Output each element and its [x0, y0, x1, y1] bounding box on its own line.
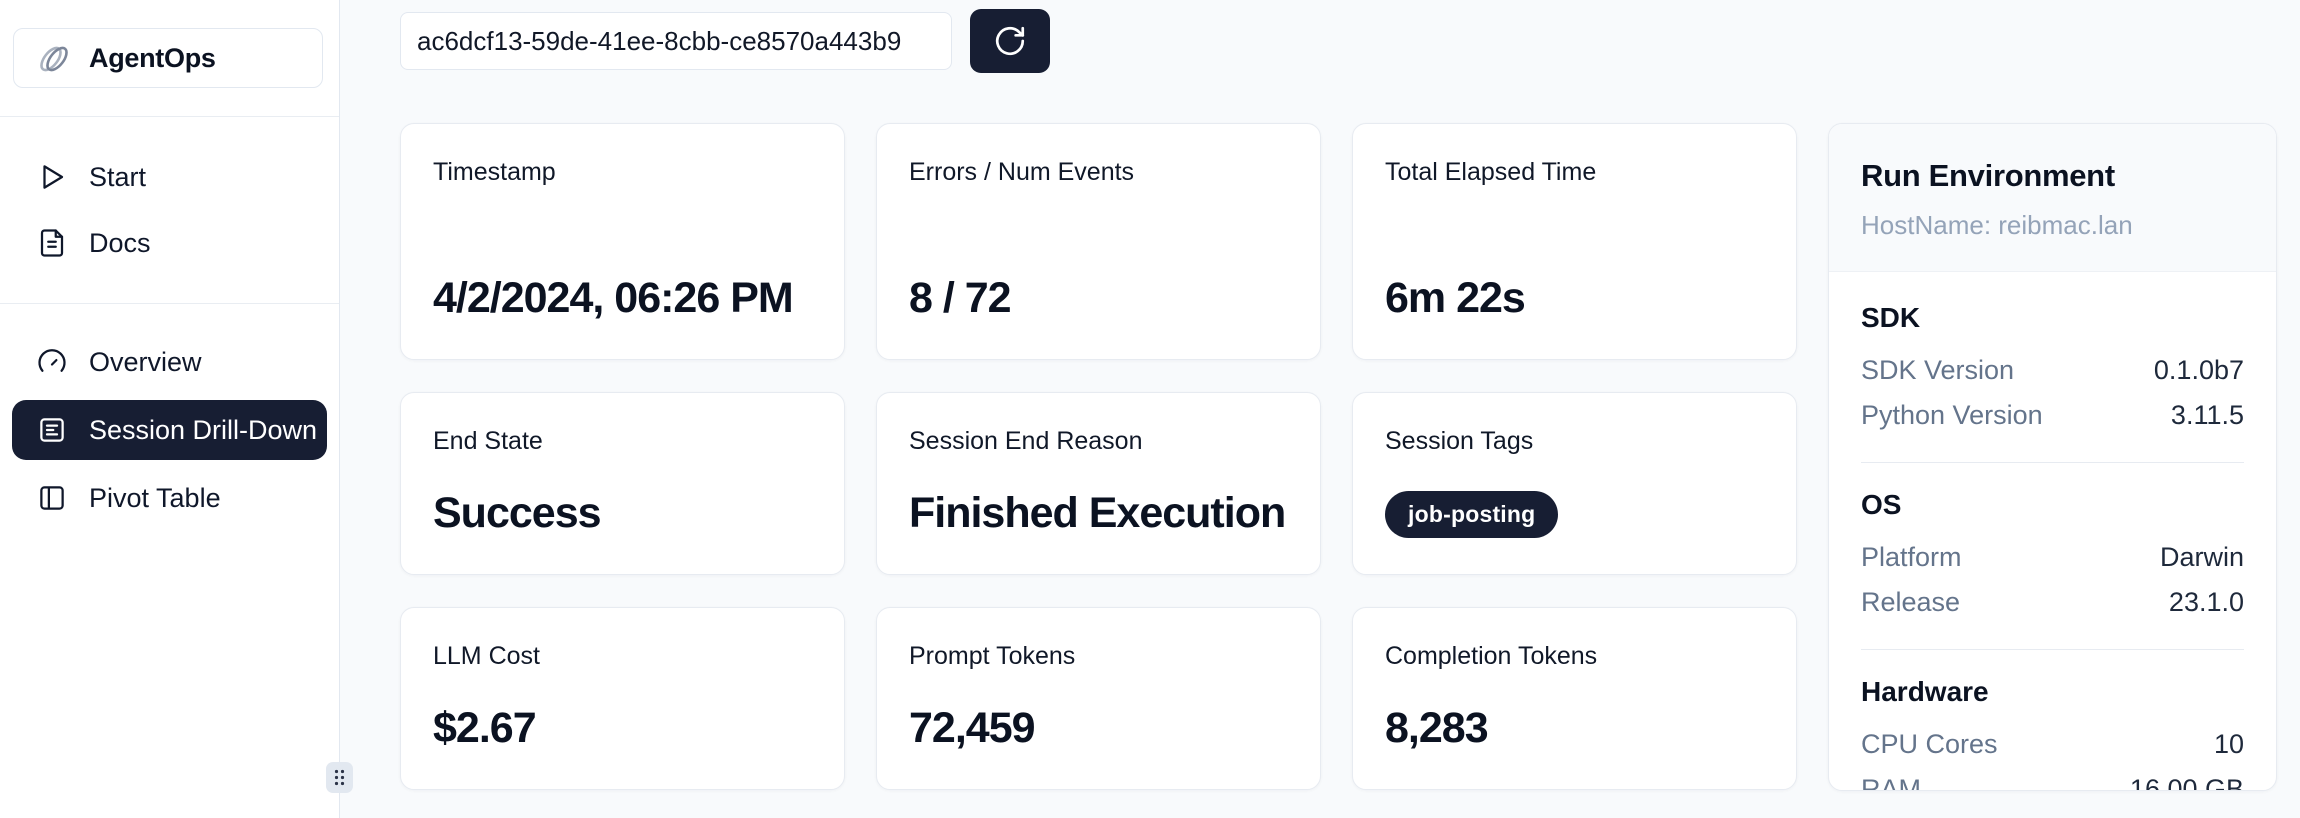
env-row-value: 0.1.0b7: [2153, 355, 2244, 385]
sidebar-item-label: Pivot Table: [89, 482, 221, 513]
env-row-label: Python Version: [1861, 400, 2043, 430]
card-completion-tokens: Completion Tokens 8,283: [1352, 607, 1797, 790]
sidebar-item-label: Docs: [89, 227, 151, 258]
sidebar-item-label: Overview: [89, 346, 202, 377]
run-environment-panel: Run Environment HostName: reibmac.lan SD…: [1828, 123, 2277, 791]
card-label: End State: [433, 427, 543, 455]
session-toolbar: [400, 9, 2300, 73]
card-end-state: End State Success: [400, 392, 845, 575]
env-section-heading-sdk: SDK: [1861, 302, 1921, 333]
brand-logo-button[interactable]: AgentOps: [13, 28, 323, 88]
agentops-logo-icon: [40, 46, 68, 72]
card-value: 6m 22s: [1385, 273, 1526, 322]
env-row-value: 23.1.0: [2168, 587, 2244, 617]
sidebar-divider: [0, 116, 339, 117]
sidebar-item-docs[interactable]: Docs: [12, 215, 327, 271]
sidebar-item-pivot-table[interactable]: Pivot Table: [12, 470, 327, 526]
card-prompt-tokens: Prompt Tokens 72,459: [876, 607, 1321, 790]
sidebar-item-label: Session Drill-Down: [89, 414, 318, 445]
env-row: Release 23.1.0: [1861, 580, 2244, 625]
hostname-text: HostName: reibmac.lan: [1861, 210, 2133, 240]
list-panel-icon: [40, 418, 64, 442]
main-content: Timestamp 4/2/2024, 06:26 PM Errors / Nu…: [340, 0, 2300, 818]
env-row: SDK Version 0.1.0b7: [1861, 348, 2244, 393]
brand-name: AgentOps: [89, 42, 216, 73]
card-value: 8,283: [1385, 703, 1489, 752]
sidebar-item-label: Start: [89, 161, 147, 192]
play-icon: [43, 165, 64, 189]
env-row-value: 10: [2213, 729, 2244, 759]
card-label: Errors / Num Events: [909, 158, 1135, 186]
run-environment-header: Run Environment HostName: reibmac.lan: [1829, 124, 2276, 272]
card-session-tags: Session Tags job-posting: [1352, 392, 1797, 575]
card-label: Session End Reason: [909, 427, 1143, 455]
card-label: Session Tags: [1385, 427, 1534, 455]
env-row-label: RAM: [1861, 774, 1921, 791]
env-row-label: Platform: [1861, 542, 1962, 572]
env-row-value: Darwin: [2159, 542, 2244, 572]
env-section-divider: [1861, 462, 2244, 463]
env-row-value: 3.11.5: [2170, 400, 2244, 430]
card-label: Completion Tokens: [1385, 642, 1598, 670]
card-value: Finished Execution: [909, 488, 1286, 537]
sidebar-nav-primary: Start Docs: [0, 117, 339, 271]
metric-cards-grid: Timestamp 4/2/2024, 06:26 PM Errors / Nu…: [400, 123, 1797, 791]
env-section-heading-hardware: Hardware: [1861, 676, 1989, 707]
env-row: Platform Darwin: [1861, 535, 2244, 580]
card-timestamp: Timestamp 4/2/2024, 06:26 PM: [400, 123, 845, 360]
refresh-icon: [995, 26, 1025, 56]
sidebar-nav-secondary: Overview Session Drill-Down Pivot Table: [0, 304, 339, 526]
sidebar-item-start[interactable]: Start: [12, 149, 327, 205]
file-text-icon: [40, 229, 64, 257]
session-id-input[interactable]: [400, 12, 952, 70]
env-section-heading-os: OS: [1861, 489, 1902, 520]
refresh-button[interactable]: [970, 9, 1050, 73]
card-errors-num-events: Errors / Num Events 8 / 72: [876, 123, 1321, 360]
card-label: Prompt Tokens: [909, 642, 1076, 670]
card-label: LLM Cost: [433, 642, 540, 670]
card-value: 72,459: [909, 703, 1036, 752]
run-environment-title: Run Environment: [1861, 158, 2115, 193]
env-row: Python Version 3.11.5: [1861, 393, 2244, 438]
dashboard-content: Timestamp 4/2/2024, 06:26 PM Errors / Nu…: [400, 123, 2300, 791]
card-total-elapsed-time: Total Elapsed Time 6m 22s: [1352, 123, 1797, 360]
card-value: Success: [433, 488, 602, 537]
card-label: Total Elapsed Time: [1385, 158, 1597, 186]
env-row-label: CPU Cores: [1861, 729, 1998, 759]
card-session-end-reason: Session End Reason Finished Execution: [876, 392, 1321, 575]
env-row: CPU Cores 10: [1861, 722, 2244, 767]
env-row-label: SDK Version: [1861, 355, 2015, 385]
card-value: 4/2/2024, 06:26 PM: [433, 273, 794, 322]
card-value: $2.67: [433, 703, 537, 752]
env-section-divider: [1861, 649, 2244, 650]
sidebar-resize-handle[interactable]: [326, 762, 353, 793]
sidebar-item-overview[interactable]: Overview: [12, 334, 327, 390]
card-llm-cost: LLM Cost $2.67: [400, 607, 845, 790]
sidebar: AgentOps Start Docs Overview: [0, 0, 340, 818]
card-label: Timestamp: [433, 158, 556, 186]
panel-left-icon: [40, 486, 64, 510]
env-row-value: 16.00 GB: [2129, 774, 2244, 791]
sidebar-divider: [0, 303, 339, 304]
session-tag-badge: job-posting: [1385, 491, 1559, 538]
env-row: RAM 16.00 GB: [1861, 767, 2244, 791]
run-environment-body: SDK SDK Version 0.1.0b7 Python Version 3…: [1829, 272, 2276, 791]
env-row-label: Release: [1861, 587, 1961, 617]
grip-dots-icon: [334, 769, 345, 786]
card-value: 8 / 72: [909, 273, 1012, 322]
sidebar-item-session-drill-down[interactable]: Session Drill-Down: [12, 400, 327, 460]
gauge-icon: [38, 349, 66, 372]
